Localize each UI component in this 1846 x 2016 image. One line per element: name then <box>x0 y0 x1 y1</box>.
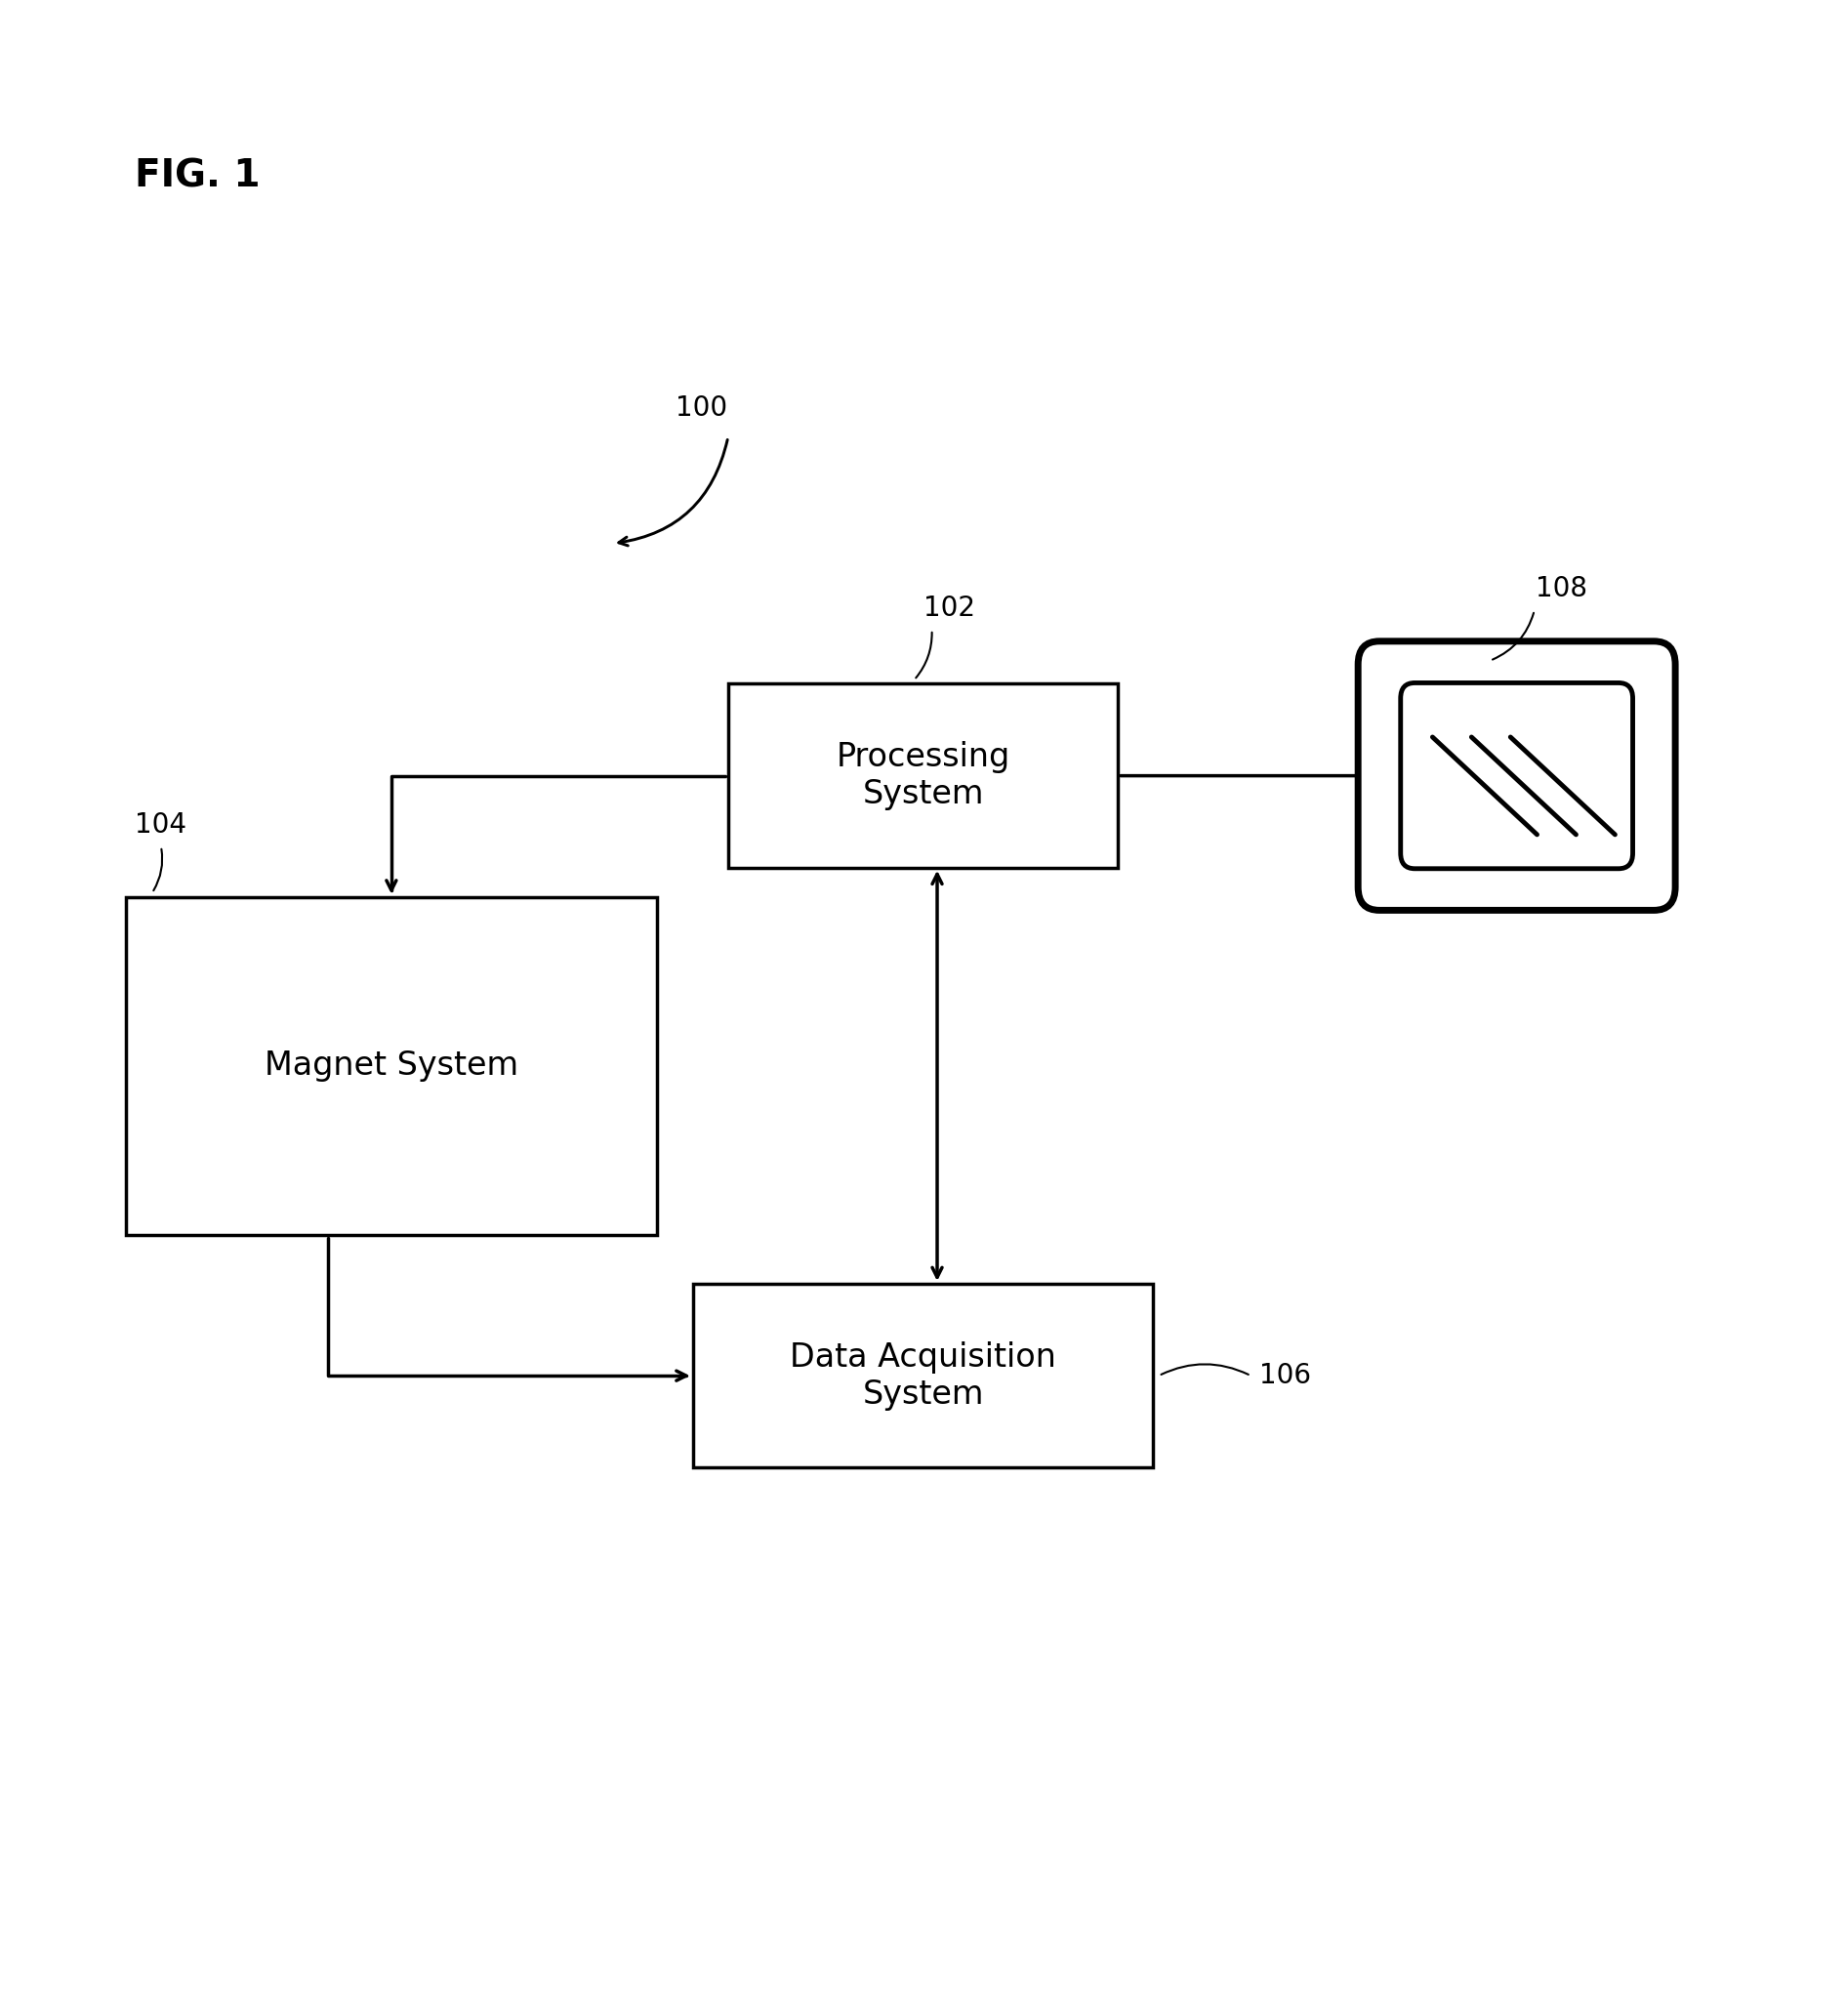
FancyBboxPatch shape <box>1401 683 1632 869</box>
Text: FIG. 1: FIG. 1 <box>135 157 260 194</box>
FancyBboxPatch shape <box>1359 641 1676 911</box>
Text: 100: 100 <box>676 395 727 421</box>
Text: 104: 104 <box>135 810 186 839</box>
Text: 106: 106 <box>1259 1363 1311 1389</box>
Bar <box>126 897 657 1236</box>
Text: Magnet System: Magnet System <box>264 1050 519 1083</box>
Bar <box>692 1284 1154 1468</box>
Text: 102: 102 <box>923 595 975 621</box>
Text: Processing
System: Processing System <box>836 742 1010 810</box>
Text: 108: 108 <box>1536 575 1588 603</box>
Text: Data Acquisition
System: Data Acquisition System <box>790 1341 1056 1411</box>
Bar <box>727 683 1119 867</box>
